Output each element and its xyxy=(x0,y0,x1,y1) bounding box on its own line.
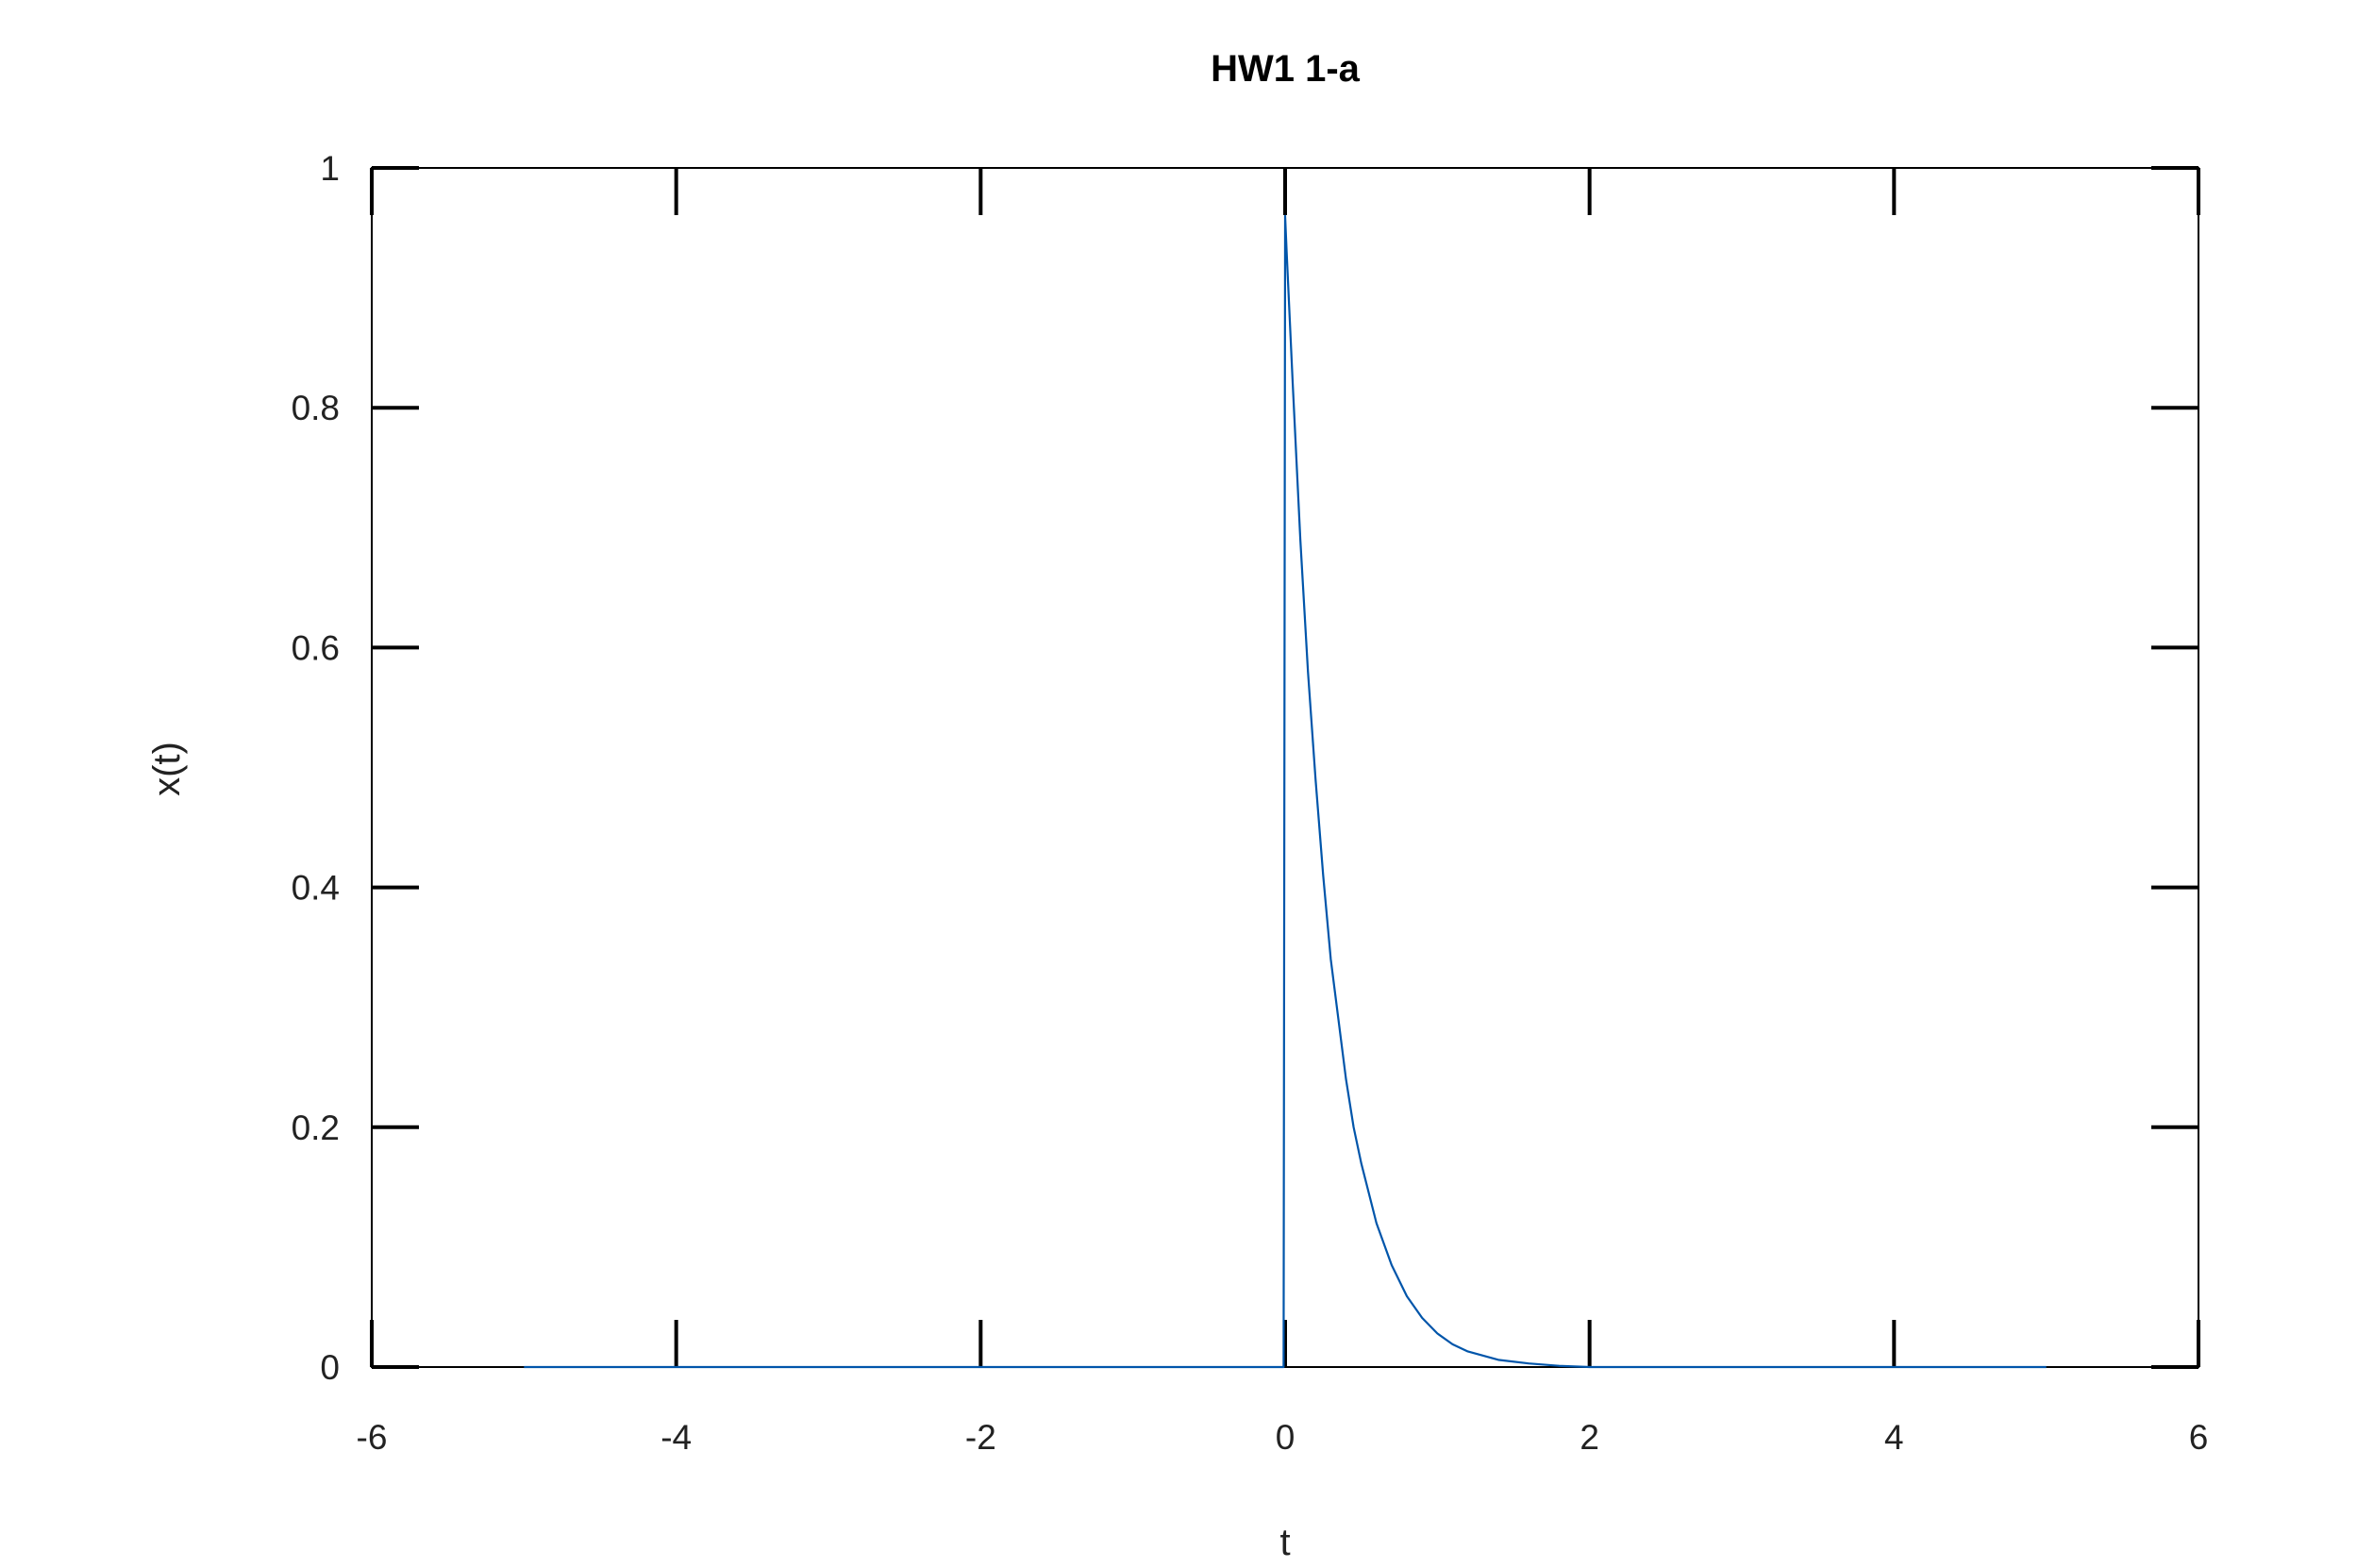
y-tick-label: 0.4 xyxy=(292,869,340,908)
y-tick-label: 0.8 xyxy=(292,389,340,427)
chart-title: HW1 1-a xyxy=(1211,48,1361,90)
y-tick-label: 0.6 xyxy=(292,628,340,667)
y-axis-ticks: 0 0.2 0.4 0.6 0.8 1 xyxy=(292,149,2198,1387)
x-tick-label: -4 xyxy=(660,1418,692,1457)
x-tick-label: 4 xyxy=(1884,1418,1904,1457)
y-tick-label: 1 xyxy=(320,149,340,188)
y-tick-label: 0 xyxy=(320,1348,340,1387)
x-axis-ticks: -6 -4 -2 0 2 4 6 xyxy=(357,168,2209,1457)
x-tick-label: 2 xyxy=(1580,1418,1599,1457)
y-axis-label: x(t) xyxy=(146,742,188,796)
x-tick-label: -6 xyxy=(357,1418,388,1457)
series-layer xyxy=(524,214,2047,1369)
series-line xyxy=(524,214,2047,1369)
x-tick-label: 6 xyxy=(2189,1418,2209,1457)
x-axis-label: t xyxy=(1279,1522,1290,1563)
x-tick-label: -2 xyxy=(965,1418,996,1457)
y-tick-label: 0.2 xyxy=(292,1109,340,1147)
x-tick-label: 0 xyxy=(1276,1418,1296,1457)
